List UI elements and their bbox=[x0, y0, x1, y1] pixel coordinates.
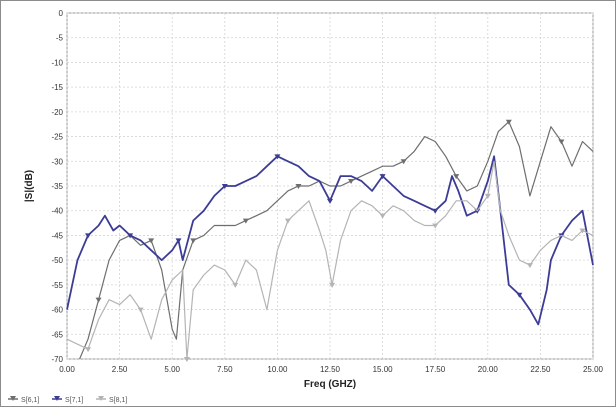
x-tick-label: 10.00 bbox=[267, 365, 288, 374]
data-point-marker bbox=[183, 357, 190, 362]
data-point-marker bbox=[137, 307, 144, 313]
data-point-marker bbox=[175, 238, 182, 244]
legend-marker bbox=[54, 396, 60, 401]
data-point-marker bbox=[484, 193, 491, 199]
data-point-marker bbox=[379, 174, 386, 180]
data-point-marker bbox=[232, 282, 239, 288]
data-point-marker bbox=[295, 184, 302, 189]
y-tick-label: -60 bbox=[51, 306, 63, 315]
grid bbox=[66, 12, 594, 360]
data-point-marker bbox=[432, 223, 439, 229]
data-point-marker bbox=[327, 198, 333, 204]
data-point-marker bbox=[526, 263, 533, 269]
data-point-marker bbox=[329, 282, 336, 288]
x-tick-label: 25.00 bbox=[583, 365, 604, 374]
data-point-marker bbox=[274, 154, 281, 160]
data-point-marker bbox=[579, 228, 586, 234]
x-tick-label: 7.50 bbox=[217, 365, 233, 374]
series-line-s-7-1- bbox=[66, 155, 594, 326]
data-point-marker bbox=[85, 233, 92, 239]
data-point-marker bbox=[127, 233, 134, 239]
series-line-s-8-1- bbox=[66, 160, 594, 360]
y-tick-label: -5 bbox=[56, 34, 64, 43]
x-tick-label: 17.50 bbox=[425, 365, 446, 374]
x-tick-label: 12.50 bbox=[320, 365, 341, 374]
y-tick-label: -10 bbox=[51, 58, 63, 67]
legend: S[6,1] S[7,1] S[8,1] bbox=[8, 396, 127, 404]
y-tick-label: -45 bbox=[51, 231, 63, 240]
x-tick-label: 2.50 bbox=[112, 365, 128, 374]
data-point-marker bbox=[558, 139, 565, 145]
x-tick-label: 20.00 bbox=[478, 365, 499, 374]
series-line-s-6-1- bbox=[79, 121, 594, 360]
data-point-marker bbox=[242, 218, 249, 224]
y-tick-label: -65 bbox=[51, 330, 63, 339]
y-tick-label: -30 bbox=[51, 157, 63, 166]
legend-label: S[7,1] bbox=[65, 397, 83, 404]
data-point-marker bbox=[190, 238, 197, 244]
legend-label: S[8,1] bbox=[109, 397, 127, 404]
data-point-marker bbox=[400, 159, 407, 165]
y-tick-label: -25 bbox=[51, 133, 63, 142]
y-tick-label: -15 bbox=[51, 83, 63, 92]
y-tick-label: -50 bbox=[51, 256, 63, 265]
y-tick-label: -70 bbox=[51, 355, 63, 364]
data-point-marker bbox=[516, 292, 523, 298]
legend-marker bbox=[10, 396, 16, 401]
x-axis-title: Freq (GHZ) bbox=[304, 379, 356, 390]
y-tick-label: -35 bbox=[51, 182, 63, 191]
data-point-marker bbox=[85, 347, 92, 353]
data-point-marker bbox=[453, 174, 460, 180]
x-tick-label: 22.50 bbox=[530, 365, 551, 374]
x-tick-label: 15.00 bbox=[373, 365, 394, 374]
data-point-marker bbox=[379, 213, 386, 219]
data-point-marker bbox=[432, 208, 439, 214]
data-point-marker bbox=[284, 218, 291, 224]
y-tick-label: -20 bbox=[51, 108, 63, 117]
y-tick-label: -55 bbox=[51, 281, 63, 290]
y-axis-ticks: 0 -5 -10 -15 -20 -25 -30 -35 -40 -45 -50 -55 -60 -65 -… bbox=[51, 9, 63, 364]
legend-label: S[6,1] bbox=[21, 397, 39, 404]
legend-marker bbox=[98, 396, 104, 401]
data-point-marker bbox=[221, 184, 228, 189]
data-point-marker bbox=[348, 179, 355, 185]
data-point-marker bbox=[505, 119, 512, 125]
y-axis-title: |S|(dB) bbox=[24, 170, 35, 202]
y-tick-label: 0 bbox=[59, 9, 64, 18]
x-axis-ticks: 0.00 2.50 5.00 7.50 10.00 12.50 15.00 17.50 20.0… bbox=[59, 365, 603, 374]
y-tick-label: -40 bbox=[51, 207, 63, 216]
series-group bbox=[66, 119, 594, 362]
x-tick-label: 5.00 bbox=[164, 365, 180, 374]
data-point-marker bbox=[95, 297, 102, 303]
x-tick-label: 0.00 bbox=[59, 365, 75, 374]
data-point-marker bbox=[148, 238, 155, 244]
